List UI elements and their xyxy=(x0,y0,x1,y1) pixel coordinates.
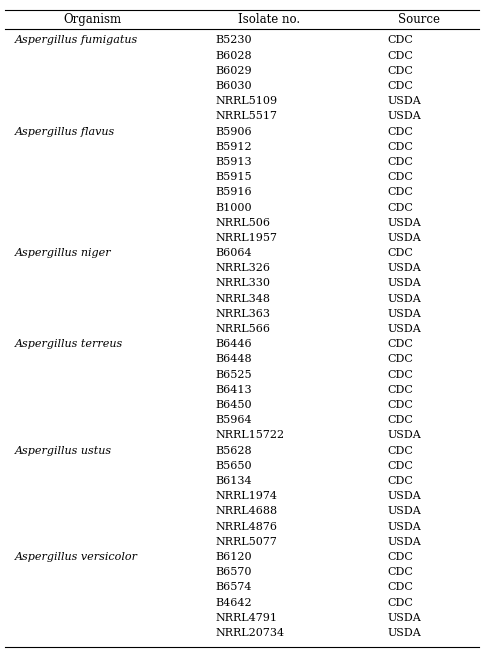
Text: Organism: Organism xyxy=(63,13,121,26)
Text: NRRL5077: NRRL5077 xyxy=(215,537,277,547)
Text: USDA: USDA xyxy=(387,233,421,243)
Text: NRRL1974: NRRL1974 xyxy=(215,491,277,501)
Text: B5230: B5230 xyxy=(215,35,252,46)
Text: B6448: B6448 xyxy=(215,355,252,364)
Text: CDC: CDC xyxy=(387,552,413,562)
Text: CDC: CDC xyxy=(387,597,413,608)
Text: CDC: CDC xyxy=(387,355,413,364)
Text: USDA: USDA xyxy=(387,491,421,501)
Text: NRRL348: NRRL348 xyxy=(215,293,271,304)
Text: CDC: CDC xyxy=(387,445,413,456)
Text: B6450: B6450 xyxy=(215,400,252,410)
Text: USDA: USDA xyxy=(387,278,421,288)
Text: Aspergillus fumigatus: Aspergillus fumigatus xyxy=(15,35,138,46)
Text: NRRL20734: NRRL20734 xyxy=(215,628,285,638)
Text: CDC: CDC xyxy=(387,187,413,198)
Text: B6029: B6029 xyxy=(215,66,252,76)
Text: B5906: B5906 xyxy=(215,126,252,136)
Text: B6064: B6064 xyxy=(215,248,252,258)
Text: NRRL15722: NRRL15722 xyxy=(215,430,285,440)
Text: B6574: B6574 xyxy=(215,582,252,592)
Text: USDA: USDA xyxy=(387,628,421,638)
Text: USDA: USDA xyxy=(387,522,421,531)
Text: NRRL566: NRRL566 xyxy=(215,324,271,334)
Text: CDC: CDC xyxy=(387,203,413,213)
Text: CDC: CDC xyxy=(387,400,413,410)
Text: NRRL363: NRRL363 xyxy=(215,309,271,319)
Text: B5915: B5915 xyxy=(215,172,252,182)
Text: CDC: CDC xyxy=(387,157,413,167)
Text: CDC: CDC xyxy=(387,172,413,182)
Text: USDA: USDA xyxy=(387,613,421,623)
Text: B5916: B5916 xyxy=(215,187,252,198)
Text: B6446: B6446 xyxy=(215,339,252,349)
Text: B6525: B6525 xyxy=(215,370,252,379)
Text: USDA: USDA xyxy=(387,96,421,106)
Text: USDA: USDA xyxy=(387,309,421,319)
Text: B1000: B1000 xyxy=(215,203,252,213)
Text: CDC: CDC xyxy=(387,339,413,349)
Text: Isolate no.: Isolate no. xyxy=(238,13,300,26)
Text: NRRL4688: NRRL4688 xyxy=(215,507,277,516)
Text: B5964: B5964 xyxy=(215,415,252,425)
Text: USDA: USDA xyxy=(387,537,421,547)
Text: NRRL4876: NRRL4876 xyxy=(215,522,277,531)
Text: CDC: CDC xyxy=(387,35,413,46)
Text: B6028: B6028 xyxy=(215,51,252,61)
Text: B4642: B4642 xyxy=(215,597,252,608)
Text: CDC: CDC xyxy=(387,415,413,425)
Text: USDA: USDA xyxy=(387,430,421,440)
Text: CDC: CDC xyxy=(387,582,413,592)
Text: B5628: B5628 xyxy=(215,445,252,456)
Text: CDC: CDC xyxy=(387,461,413,471)
Text: B6134: B6134 xyxy=(215,476,252,486)
Text: B5913: B5913 xyxy=(215,157,252,167)
Text: CDC: CDC xyxy=(387,81,413,91)
Text: NRRL4791: NRRL4791 xyxy=(215,613,277,623)
Text: CDC: CDC xyxy=(387,476,413,486)
Text: Source: Source xyxy=(398,13,439,26)
Text: USDA: USDA xyxy=(387,263,421,273)
Text: NRRL326: NRRL326 xyxy=(215,263,271,273)
Text: CDC: CDC xyxy=(387,51,413,61)
Text: NRRL5517: NRRL5517 xyxy=(215,111,277,121)
Text: CDC: CDC xyxy=(387,66,413,76)
Text: USDA: USDA xyxy=(387,324,421,334)
Text: Aspergillus flavus: Aspergillus flavus xyxy=(15,126,115,136)
Text: Aspergillus versicolor: Aspergillus versicolor xyxy=(15,552,137,562)
Text: NRRL5109: NRRL5109 xyxy=(215,96,277,106)
Text: NRRL330: NRRL330 xyxy=(215,278,271,288)
Text: CDC: CDC xyxy=(387,385,413,395)
Text: USDA: USDA xyxy=(387,218,421,228)
Text: NRRL506: NRRL506 xyxy=(215,218,271,228)
Text: B6120: B6120 xyxy=(215,552,252,562)
Text: CDC: CDC xyxy=(387,370,413,379)
Text: B5912: B5912 xyxy=(215,141,252,152)
Text: Aspergillus terreus: Aspergillus terreus xyxy=(15,339,123,349)
Text: CDC: CDC xyxy=(387,248,413,258)
Text: CDC: CDC xyxy=(387,126,413,136)
Text: USDA: USDA xyxy=(387,111,421,121)
Text: Aspergillus ustus: Aspergillus ustus xyxy=(15,445,112,456)
Text: B5650: B5650 xyxy=(215,461,252,471)
Text: B6030: B6030 xyxy=(215,81,252,91)
Text: Aspergillus niger: Aspergillus niger xyxy=(15,248,111,258)
Text: CDC: CDC xyxy=(387,567,413,577)
Text: B6413: B6413 xyxy=(215,385,252,395)
Text: CDC: CDC xyxy=(387,141,413,152)
Text: USDA: USDA xyxy=(387,293,421,304)
Text: B6570: B6570 xyxy=(215,567,252,577)
Text: USDA: USDA xyxy=(387,507,421,516)
Text: NRRL1957: NRRL1957 xyxy=(215,233,277,243)
